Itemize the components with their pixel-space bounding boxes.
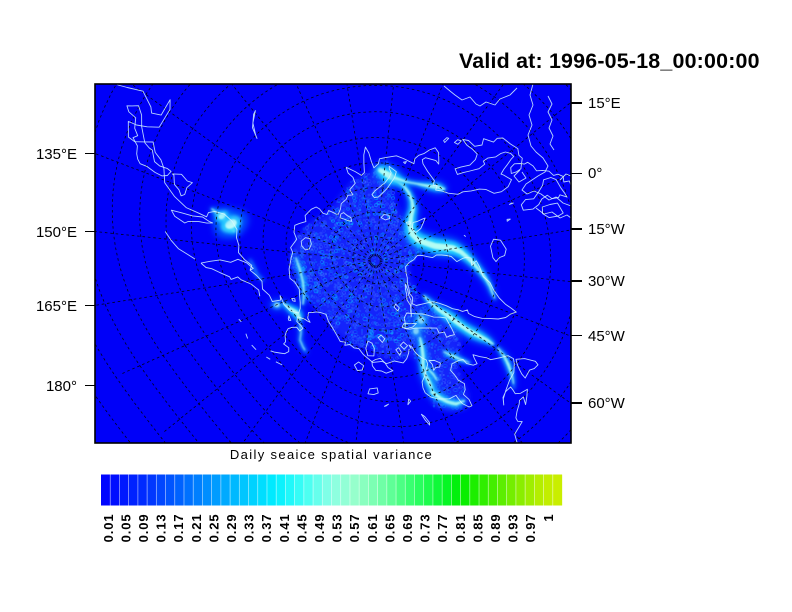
svg-text:0.09: 0.09 bbox=[136, 513, 151, 542]
svg-text:0.25: 0.25 bbox=[206, 513, 221, 542]
svg-text:0.97: 0.97 bbox=[523, 513, 538, 542]
svg-text:0.01: 0.01 bbox=[101, 513, 116, 542]
svg-text:0.73: 0.73 bbox=[418, 513, 433, 542]
svg-text:0.53: 0.53 bbox=[330, 513, 345, 542]
svg-text:0.77: 0.77 bbox=[435, 513, 450, 542]
svg-text:0.85: 0.85 bbox=[470, 513, 485, 542]
svg-text:0.65: 0.65 bbox=[382, 513, 397, 542]
svg-text:0.49: 0.49 bbox=[312, 513, 327, 542]
svg-text:0.33: 0.33 bbox=[242, 513, 257, 542]
svg-text:0.29: 0.29 bbox=[224, 513, 239, 542]
svg-text:0.57: 0.57 bbox=[347, 513, 362, 542]
svg-text:0.21: 0.21 bbox=[189, 513, 204, 542]
svg-text:0.69: 0.69 bbox=[400, 513, 415, 542]
svg-text:0.37: 0.37 bbox=[259, 513, 274, 542]
svg-text:0.41: 0.41 bbox=[277, 513, 292, 542]
svg-text:1: 1 bbox=[541, 513, 556, 521]
svg-text:0.45: 0.45 bbox=[294, 513, 309, 542]
svg-text:0.61: 0.61 bbox=[365, 513, 380, 542]
svg-text:0.93: 0.93 bbox=[506, 513, 521, 542]
svg-text:0.05: 0.05 bbox=[118, 513, 133, 542]
svg-text:0.81: 0.81 bbox=[453, 513, 468, 542]
svg-text:0.17: 0.17 bbox=[171, 513, 186, 542]
svg-text:0.13: 0.13 bbox=[154, 513, 169, 542]
svg-text:0.89: 0.89 bbox=[488, 513, 503, 542]
